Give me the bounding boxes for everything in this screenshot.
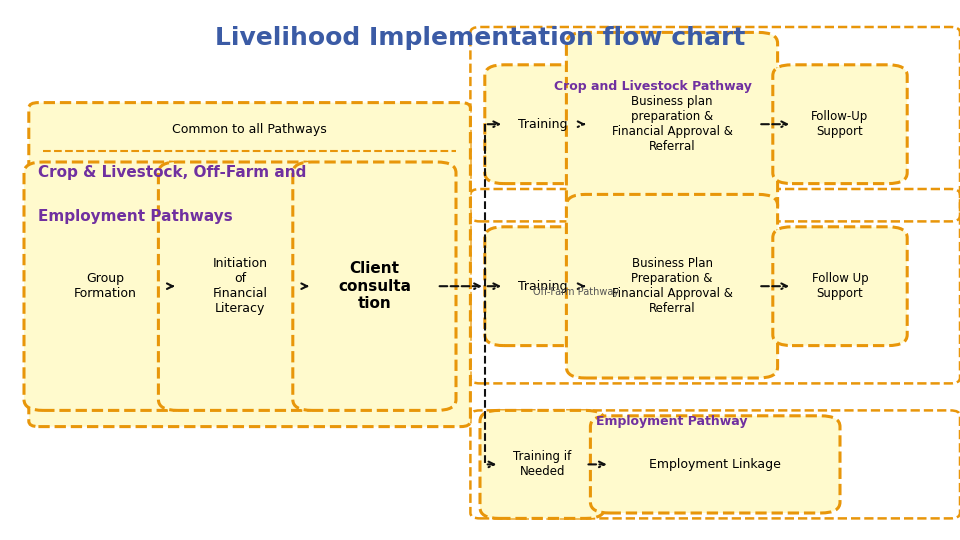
FancyBboxPatch shape (773, 65, 907, 184)
FancyBboxPatch shape (480, 410, 605, 518)
Text: Training: Training (517, 280, 567, 293)
Text: Follow Up
Support: Follow Up Support (812, 272, 868, 300)
Text: Crop & Livestock, Off-Farm and: Crop & Livestock, Off-Farm and (38, 165, 307, 180)
Text: Employment Pathway: Employment Pathway (596, 415, 748, 428)
Text: Employment Pathways: Employment Pathways (38, 208, 233, 224)
Text: Business plan
preparation &
Financial Approval &
Referral: Business plan preparation & Financial Ap… (612, 95, 732, 153)
FancyBboxPatch shape (24, 162, 187, 410)
Text: Business Plan
Preparation &
Financial Approval &
Referral: Business Plan Preparation & Financial Ap… (612, 257, 732, 315)
FancyBboxPatch shape (485, 227, 600, 346)
Text: Training: Training (517, 118, 567, 131)
Text: Group
Formation: Group Formation (74, 272, 137, 300)
Text: Client
consulta
tion: Client consulta tion (338, 261, 411, 311)
Text: Training if
Needed: Training if Needed (514, 450, 571, 478)
FancyBboxPatch shape (29, 103, 470, 427)
Text: Follow-Up
Support: Follow-Up Support (811, 110, 869, 138)
Text: Off-Farm Pathway: Off-Farm Pathway (533, 287, 619, 296)
Text: Crop and Livestock Pathway: Crop and Livestock Pathway (554, 80, 752, 93)
FancyBboxPatch shape (485, 65, 600, 184)
Text: Employment Linkage: Employment Linkage (649, 458, 781, 471)
FancyBboxPatch shape (566, 194, 778, 378)
FancyBboxPatch shape (566, 32, 778, 216)
FancyBboxPatch shape (590, 416, 840, 513)
FancyBboxPatch shape (773, 227, 907, 346)
FancyBboxPatch shape (293, 162, 456, 410)
Text: Initiation
of
Financial
Literacy: Initiation of Financial Literacy (212, 257, 268, 315)
Text: Livelihood Implementation flow chart: Livelihood Implementation flow chart (215, 26, 745, 50)
FancyBboxPatch shape (158, 162, 322, 410)
Text: Common to all Pathways: Common to all Pathways (172, 123, 327, 136)
